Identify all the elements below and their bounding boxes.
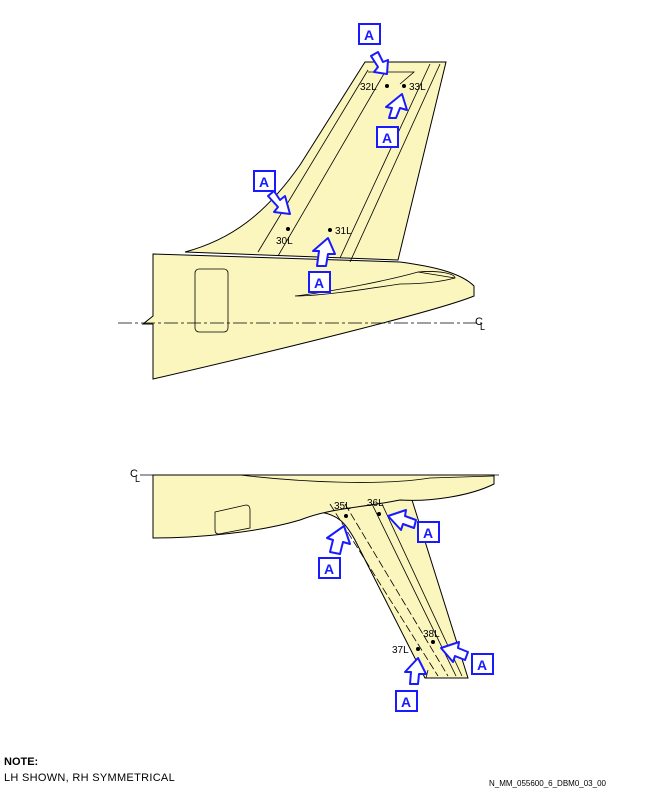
figure-id: N_MM_055600_6_DBM0_03_00 xyxy=(489,779,606,788)
point-32L: 32L xyxy=(360,82,389,93)
horizontal-stabilizer-view: C L 35L 36L 37L 38L A A xyxy=(130,468,502,712)
centerline-subscript-lower: L xyxy=(135,474,140,484)
callout-a-31L: A xyxy=(308,237,336,293)
centerline-subscript: L xyxy=(480,322,485,332)
fuselage-plan xyxy=(152,474,495,539)
svg-text:35L: 35L xyxy=(334,501,351,512)
vertical-stabilizer-view: C L 30L 31L 32L 33L A A xyxy=(118,23,485,380)
horizontal-stabilizer xyxy=(318,499,469,679)
svg-text:A: A xyxy=(324,561,334,577)
svg-text:A: A xyxy=(401,694,411,710)
svg-text:31L: 31L xyxy=(335,226,352,237)
point-33L: 33L xyxy=(402,82,426,93)
point-30L: 30L xyxy=(276,227,293,247)
note-body: LH SHOWN, RH SYMMETRICAL xyxy=(4,772,175,784)
callout-a-35L: A xyxy=(318,525,351,579)
callout-a-32L: A xyxy=(358,23,389,75)
svg-text:37L: 37L xyxy=(392,645,409,656)
svg-text:38L: 38L xyxy=(423,629,440,640)
svg-text:33L: 33L xyxy=(409,82,426,93)
centerline-symbol-lower: C xyxy=(130,468,138,480)
point-35L: 35L xyxy=(334,501,351,518)
centerline-symbol: C xyxy=(475,316,483,328)
svg-text:A: A xyxy=(382,130,392,146)
point-38L: 38L xyxy=(423,629,440,644)
svg-text:A: A xyxy=(364,27,374,43)
svg-text:A: A xyxy=(314,275,324,291)
access-panel-upper xyxy=(194,268,229,333)
point-37L: 37L xyxy=(392,645,420,656)
svg-text:30L: 30L xyxy=(276,236,293,247)
svg-text:32L: 32L xyxy=(360,82,377,93)
callout-a-37L: A xyxy=(395,657,427,712)
callout-a-38L: A xyxy=(440,641,494,675)
svg-text:A: A xyxy=(423,525,433,541)
point-31L: 31L xyxy=(328,226,352,237)
access-panel-lower xyxy=(214,504,251,535)
callout-a-30L: A xyxy=(253,170,291,215)
callout-a-33L: A xyxy=(376,93,408,148)
svg-text:A: A xyxy=(477,657,487,673)
callout-a-36L: A xyxy=(387,509,440,543)
note-title: NOTE: xyxy=(4,756,39,768)
point-36L: 36L xyxy=(367,498,384,516)
svg-text:36L: 36L xyxy=(367,498,384,509)
vertical-fin xyxy=(184,61,447,261)
svg-text:A: A xyxy=(259,174,269,190)
